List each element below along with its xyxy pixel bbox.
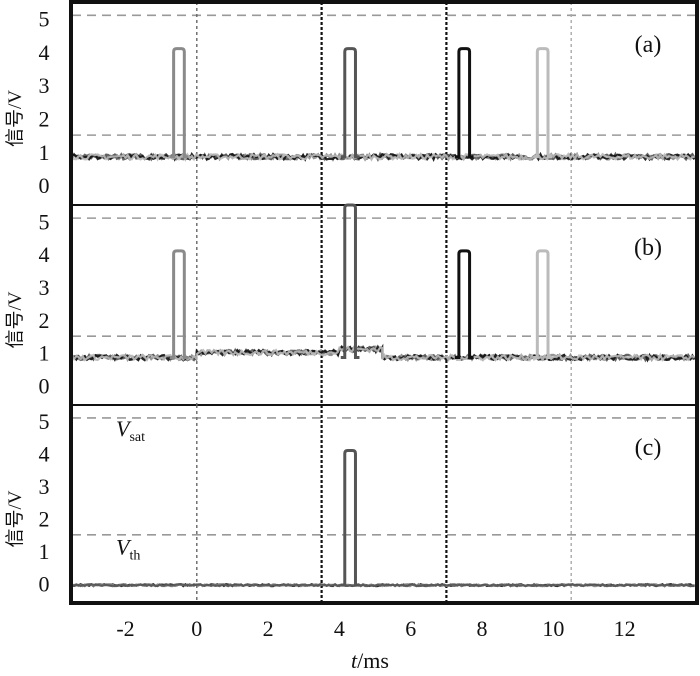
x-axis-unit: /ms [357,648,389,673]
x-tick-label: -2 [116,616,134,641]
y-axis-label: 信号/V [4,291,26,348]
panel-label: (c) [635,435,662,461]
x-tick-label: 8 [477,616,488,641]
y-tick-label: 1 [39,140,50,165]
vth-label-main: V [116,534,132,559]
pulse [454,249,474,359]
x-axis-var: t [351,648,358,673]
y-tick-label: 2 [39,507,50,532]
x-axis-label: t/ms [351,648,389,673]
y-tick-label: 4 [39,442,50,467]
baseline-trace [71,151,695,163]
y-tick-label: 5 [39,7,50,32]
plot-frame [69,0,699,605]
x-tick-label: 12 [614,616,636,641]
x-tick-label: 4 [334,616,345,641]
y-tick-label: 2 [39,308,50,333]
panel-label: (a) [635,32,662,58]
y-tick-label: 1 [39,341,50,366]
y-axis-label: 信号/V [4,490,26,547]
y-tick-labels: 0 1 2 3 4 5 0 1 2 3 4 5 0 1 2 3 4 5 [39,7,50,597]
pulse [454,47,474,159]
pulse [169,47,189,159]
y-tick-label: 5 [39,409,50,434]
y-tick-label: 4 [39,242,50,267]
vth-label-sub: th [129,548,140,563]
x-tick-label: 6 [405,616,416,641]
vsat-label-main: V [116,416,132,441]
pulse [533,47,553,159]
y-tick-label: 3 [39,73,50,98]
pulse [169,249,189,359]
baseline-trace [72,582,695,588]
vsat-label: Vsat [116,416,145,445]
x-tick-label: 0 [191,616,202,641]
pulse-series [169,47,553,587]
outer-frame [69,0,699,605]
baseline-trace [71,345,696,362]
y-tick-label: 0 [39,173,50,198]
vsat-label-sub: sat [129,430,145,445]
x-tick-label: 10 [542,616,564,641]
y-tick-label: 0 [39,373,50,398]
y-tick-label: 1 [39,539,50,564]
panel-label: (b) [634,235,662,261]
y-tick-label: 0 [39,572,50,597]
y-axis-label: 信号/V [4,90,26,147]
y-tick-label: 3 [39,275,50,300]
y-tick-label: 2 [39,106,50,131]
panel-labels: (a) (b) (c) [634,32,662,461]
noise-baselines [70,151,696,588]
vertical-markers [196,2,572,603]
y-tick-label: 3 [39,474,50,499]
pulse [340,47,360,159]
pulse [340,448,360,587]
y-axis-labels: 信号/V 信号/V 信号/V [4,90,26,548]
x-tick-labels: -2 0 2 4 6 8 10 12 [116,616,635,641]
pulse [340,203,360,359]
y-tick-label: 5 [39,209,50,234]
panel-frames [72,204,696,406]
pulse [533,249,553,359]
vth-label: Vth [116,534,140,563]
y-tick-label: 4 [39,40,50,65]
reference-lines [72,14,696,536]
x-tick-label: 2 [263,616,274,641]
